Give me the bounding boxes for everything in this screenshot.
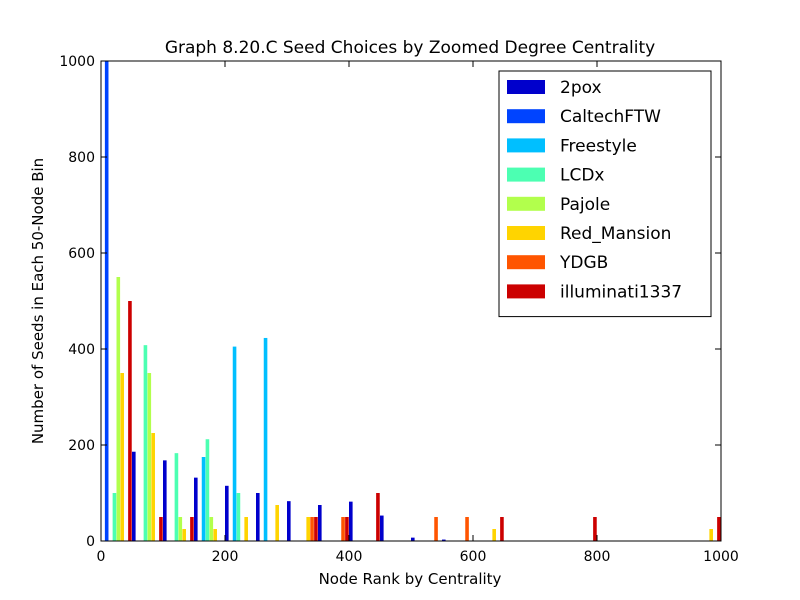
legend-swatch-freestyle [507, 138, 545, 153]
bar-pajole-150 [209, 517, 214, 541]
bar-caltechftw-0 [104, 61, 109, 541]
bar-2pox-100 [163, 460, 167, 541]
bar-illuminati1337-100 [190, 517, 194, 541]
bar-red-mansion-600 [492, 529, 496, 541]
legend-swatch-ydgb [507, 255, 545, 270]
bar-illuminati1337-0 [128, 301, 132, 541]
bar-red-mansion-250 [275, 505, 279, 541]
legend-label-freestyle: Freestyle [560, 136, 637, 156]
bar-illuminati1337-750 [593, 517, 597, 541]
legend-label-illuminati1337: illuminati1337 [560, 282, 682, 302]
y-axis-title: Number of Seeds in Each 50-Node Bin [29, 158, 47, 444]
bar-red-mansion-50 [151, 433, 155, 541]
x-tick-label: 0 [97, 549, 106, 565]
x-tick-label: 800 [584, 549, 611, 565]
y-tick-label: 400 [68, 342, 95, 358]
ticks: 0 200 400 600 800 1000 0 200 400 600 800 1000 [59, 54, 738, 565]
bar-freestyle-250 [263, 337, 268, 541]
legend-swatch-2pox [507, 80, 545, 94]
bars [104, 61, 721, 541]
bar-red-mansion-300 [306, 517, 310, 541]
bar-illuminati1337-400 [376, 493, 380, 541]
bar-2pox-550 [442, 539, 446, 541]
bar-2pox-450 [380, 515, 384, 541]
bar-pajole-0 [116, 277, 121, 541]
bar-2pox-400 [349, 501, 353, 541]
bar-red-mansion-0 [120, 373, 124, 541]
legend: 2pox CaltechFTW Freestyle LCDx Pajole Red_Man… [498, 70, 712, 318]
bar-pajole-100 [178, 517, 183, 541]
bar-illuminati1337-350 [345, 517, 349, 541]
legend-swatch-pajole [507, 196, 545, 211]
legend-label-red-mansion: Red_Mansion [560, 224, 671, 244]
bar-ydgb-350 [341, 517, 345, 541]
legend-label-pajole: Pajole [560, 195, 610, 215]
bar-pajole-50 [147, 373, 152, 541]
y-tick-label: 800 [68, 150, 95, 166]
bar-red-mansion-100 [182, 529, 186, 541]
x-axis-title: Node Rank by Centrality [319, 570, 502, 588]
bar-lcdx-200 [236, 493, 241, 541]
x-tick-label: 400 [336, 549, 363, 565]
y-tick-label: 0 [86, 534, 95, 550]
legend-swatch-lcdx [507, 167, 545, 182]
bar-ydgb-500 [434, 517, 438, 541]
bar-2pox-300 [287, 501, 291, 541]
x-tick-label: 600 [460, 549, 487, 565]
bar-ydgb-300 [310, 517, 314, 541]
y-tick-label: 1000 [59, 54, 95, 70]
y-tick-label: 200 [68, 438, 95, 454]
x-tick-label: 1000 [703, 549, 739, 565]
bar-lcdx-100 [174, 453, 179, 541]
bar-illuminati1337-300 [314, 517, 318, 541]
bar-2pox-250 [256, 493, 260, 541]
y-tick-label: 600 [68, 246, 95, 262]
bar-ydgb-550 [465, 517, 469, 541]
bar-red-mansion-150 [213, 529, 217, 541]
bar-freestyle-150 [201, 457, 206, 541]
legend-label-lcdx: LCDx [560, 166, 605, 186]
bar-2pox-500 [411, 537, 415, 541]
legend-swatch-red-mansion [507, 226, 545, 240]
bar-lcdx-50 [143, 345, 148, 541]
legend-label-caltechftw: CaltechFTW [560, 107, 661, 127]
plot-frame [100, 60, 722, 542]
bar-2pox-200 [225, 485, 229, 541]
bar-2pox-150 [194, 477, 198, 541]
x-tick-label: 200 [212, 549, 239, 565]
bar-red-mansion-200 [244, 517, 248, 541]
bar-freestyle-200 [232, 346, 237, 541]
bar-2pox-50 [132, 451, 136, 541]
bar-lcdx-150 [205, 439, 210, 541]
legend-swatch-illuminati1337 [507, 284, 545, 299]
bar-2pox-350 [318, 505, 322, 541]
legend-label-ydgb: YDGB [559, 253, 608, 273]
legend-swatch-caltechftw [507, 109, 545, 124]
bar-illuminati1337-50 [159, 517, 163, 541]
bar-lcdx-0 [112, 493, 117, 541]
bar-red-mansion-950 [709, 529, 713, 541]
bar-illuminati1337-950 [717, 517, 721, 541]
bar-illuminati1337-600 [500, 517, 504, 541]
legend-label-2pox: 2pox [560, 78, 602, 98]
chart-title: Graph 8.20.C Seed Choices by Zoomed Degr… [165, 38, 655, 58]
